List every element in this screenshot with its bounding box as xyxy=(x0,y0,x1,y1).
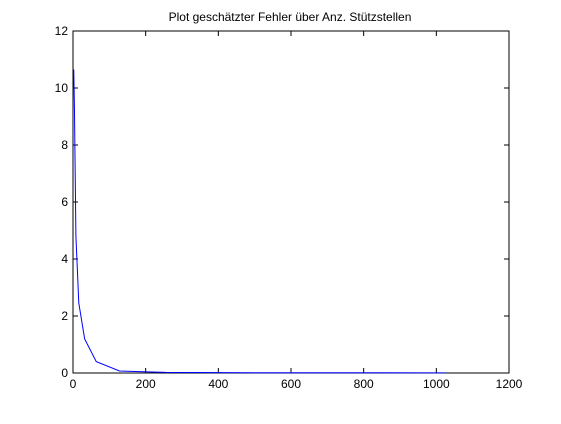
y-tick-label: 2 xyxy=(61,309,68,323)
chart-title: Plot geschätzter Fehler über Anz. Stützs… xyxy=(169,10,412,24)
x-tick-label: 800 xyxy=(354,377,374,391)
series-layer xyxy=(73,69,446,374)
y-tick-label: 12 xyxy=(55,24,69,38)
y-axis: 0 2 4 6 8 10 12 xyxy=(55,24,509,380)
y-tick-label: 8 xyxy=(61,138,68,152)
y-tick-label: 10 xyxy=(55,81,69,95)
plot-frame xyxy=(72,30,510,374)
x-tick-label: 0 xyxy=(70,377,77,391)
y-tick-label: 4 xyxy=(61,252,68,266)
y-tick-label: 0 xyxy=(61,366,68,380)
x-tick-label: 1000 xyxy=(423,377,450,391)
y-tick-label: 6 xyxy=(61,195,68,209)
series-line xyxy=(73,69,446,374)
x-tick-label: 200 xyxy=(136,377,156,391)
x-tick-label: 600 xyxy=(281,377,301,391)
x-tick-label: 1200 xyxy=(496,377,523,391)
x-tick-label: 400 xyxy=(208,377,228,391)
x-axis: 0 200 400 600 800 1000 1200 xyxy=(70,31,523,391)
